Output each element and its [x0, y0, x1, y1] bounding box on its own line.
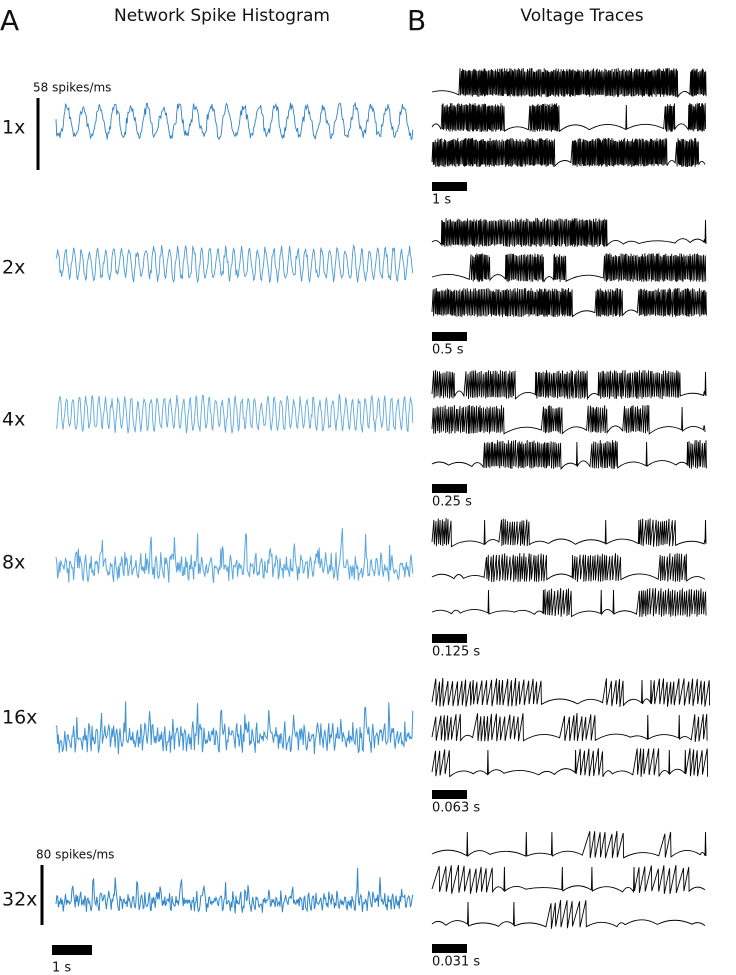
panel-letter: A [0, 4, 19, 37]
voltage-trace [431, 553, 706, 583]
spike-histogram-trace [55, 867, 414, 914]
amplitude-scale-label: 58 spikes/ms [33, 81, 111, 95]
row-label: 8x [2, 552, 25, 574]
time-scale-bar [432, 484, 467, 493]
time-scale-bar [432, 944, 467, 953]
panel-title: Voltage Traces [520, 6, 643, 26]
row-label: 32x [2, 889, 37, 911]
spike-histogram-trace [55, 102, 414, 141]
voltage-trace [431, 137, 706, 168]
amplitude-scale-label: 80 spikes/ms [36, 848, 114, 862]
time-scale-label: 0.063 s [432, 801, 480, 816]
voltage-trace [431, 900, 706, 929]
voltage-trace [431, 404, 706, 435]
voltage-trace [431, 370, 707, 401]
time-scale-label: 0.5 s [432, 343, 464, 358]
time-scale-label: 1 s [52, 961, 71, 975]
voltage-trace [431, 439, 707, 471]
voltage-trace [431, 864, 706, 894]
voltage-trace [431, 68, 707, 99]
spike-histogram-trace [55, 528, 414, 583]
voltage-trace [431, 748, 709, 778]
voltage-trace [431, 253, 707, 283]
voltage-trace [431, 587, 707, 618]
time-scale-label: 0.125 s [432, 645, 480, 660]
time-scale-bar [432, 634, 467, 643]
voltage-trace [431, 217, 707, 248]
panel-title: Network Spike Histogram [114, 6, 330, 26]
panel-letter: B [407, 4, 426, 37]
voltage-trace [431, 713, 708, 743]
time-scale-bar [432, 790, 467, 799]
time-scale-label: 0.031 s [432, 955, 480, 970]
row-label: 4x [2, 409, 25, 431]
time-scale-label: 0.25 s [432, 495, 472, 510]
time-scale-bar [432, 182, 467, 191]
voltage-trace [431, 830, 707, 859]
row-label: 1x [2, 117, 25, 139]
spike-histogram-trace [55, 244, 414, 284]
voltage-trace [431, 102, 707, 133]
time-scale-label: 1 s [432, 193, 451, 208]
spike-histogram-trace [55, 394, 414, 434]
voltage-trace [431, 518, 707, 548]
spike-histogram-trace [55, 701, 414, 755]
time-scale-bar [432, 332, 467, 341]
time-scale-bar [52, 945, 92, 955]
voltage-trace [431, 677, 711, 707]
row-label: 2x [2, 257, 25, 279]
voltage-trace [431, 287, 707, 318]
row-label: 16x [2, 707, 37, 729]
